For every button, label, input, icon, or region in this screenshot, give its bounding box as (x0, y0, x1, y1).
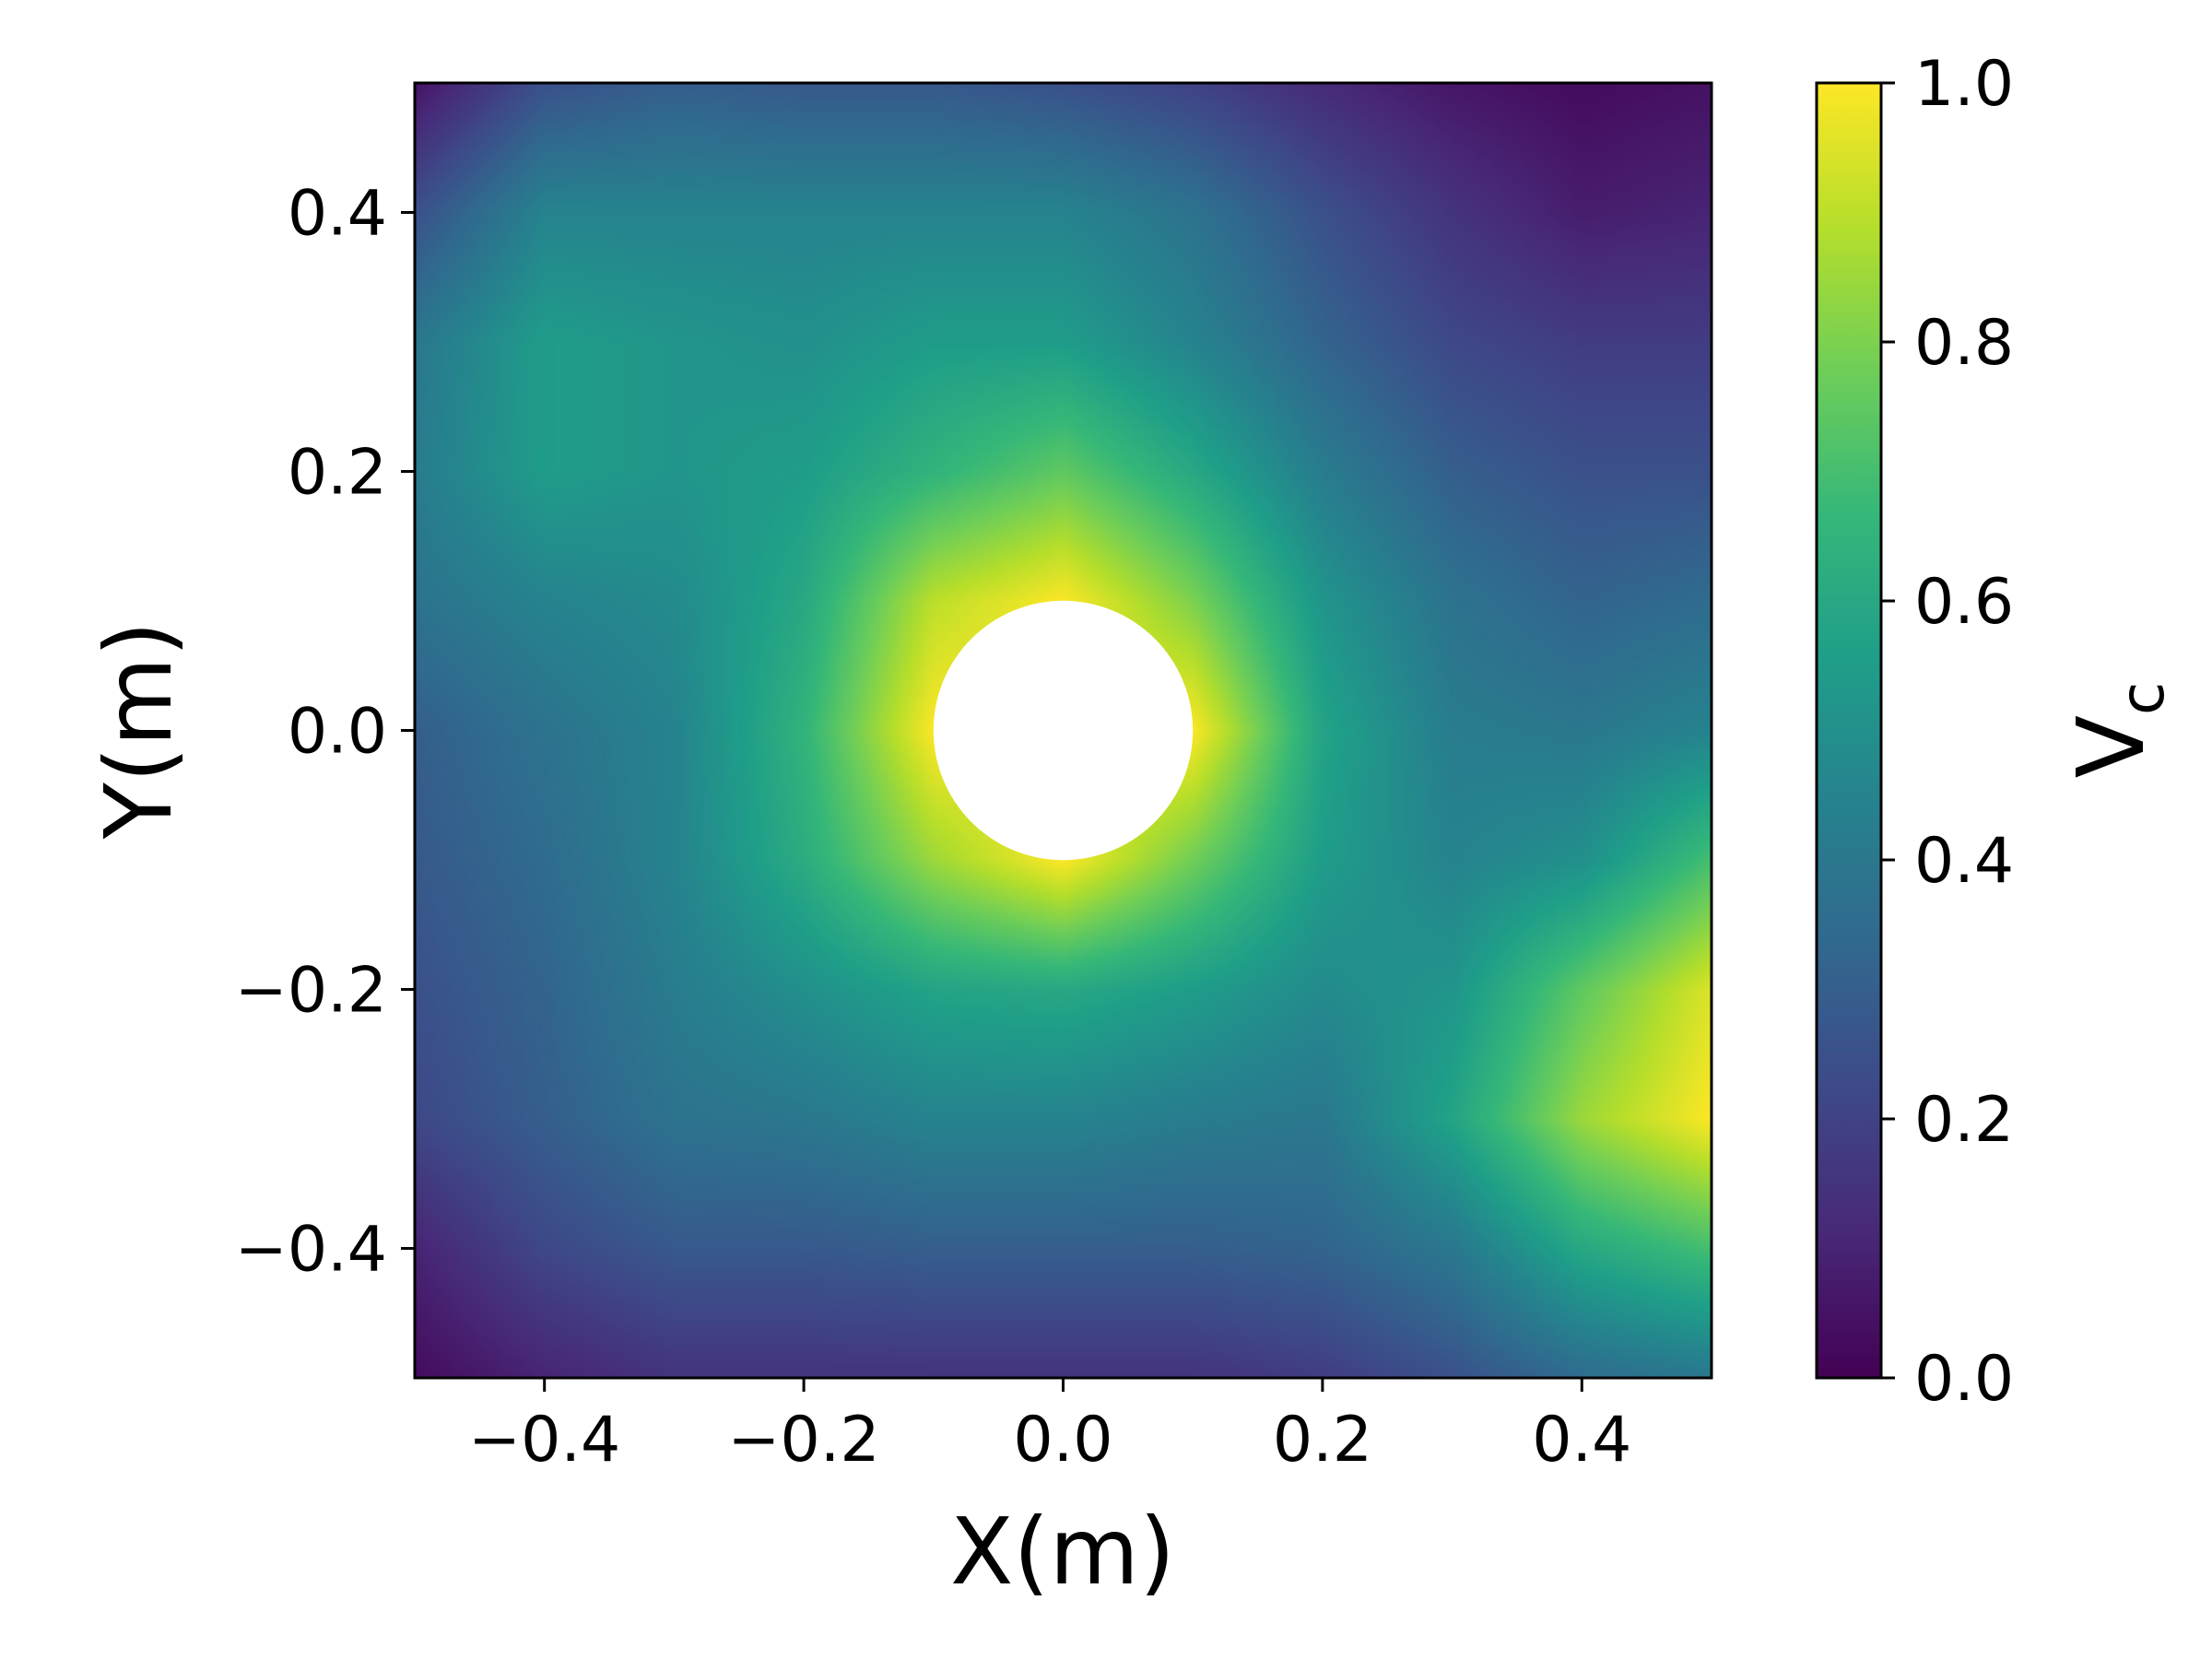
x-tick-label: 0.2 (1273, 1404, 1372, 1477)
y-tick-label: 0.4 (288, 178, 387, 251)
colorbar-label: Vc (2057, 682, 2178, 779)
colorbar-tick-label: 0.8 (1914, 307, 2014, 380)
y-tick-label: −0.4 (235, 1214, 387, 1287)
colorbar-label-subscript: c (2107, 682, 2178, 715)
colorbar-tick-label: 0.0 (1914, 1343, 2014, 1416)
y-tick-label: −0.2 (235, 955, 387, 1028)
x-axis: −0.4 −0.2 0.0 0.2 0.4 (468, 1378, 1631, 1477)
x-tick-label: 0.4 (1532, 1404, 1631, 1477)
x-tick-label: −0.2 (728, 1404, 880, 1477)
y-tick-label: 0.2 (288, 437, 387, 510)
obstacle-circle (933, 600, 1194, 861)
colorbar-label-main: V (2057, 715, 2165, 778)
colorbar-tick-label: 0.4 (1914, 825, 2014, 898)
colorbar-axis: 0.0 0.2 0.4 0.6 0.8 1.0 (1881, 48, 2014, 1416)
colorbar-tick-label: 1.0 (1914, 48, 2014, 121)
y-axis: −0.4 −0.2 0.0 0.2 0.4 (235, 178, 415, 1287)
y-axis-label: Y(m) (85, 621, 193, 841)
colorbar-gradient (1817, 83, 1881, 1378)
x-tick-label: 0.0 (1013, 1404, 1112, 1477)
colorbar-tick-label: 0.6 (1914, 566, 2014, 639)
y-tick-label: 0.0 (288, 696, 387, 769)
x-tick-label: −0.4 (468, 1404, 620, 1477)
colorbar-tick-label: 0.2 (1914, 1084, 2014, 1157)
colorbar-frame (1815, 81, 1883, 1380)
x-axis-label: X(m) (950, 1498, 1175, 1606)
colorbar: 0.0 0.2 0.4 0.6 0.8 1.0 Vc (1815, 48, 2178, 1416)
heatmap-field (415, 83, 1712, 1378)
